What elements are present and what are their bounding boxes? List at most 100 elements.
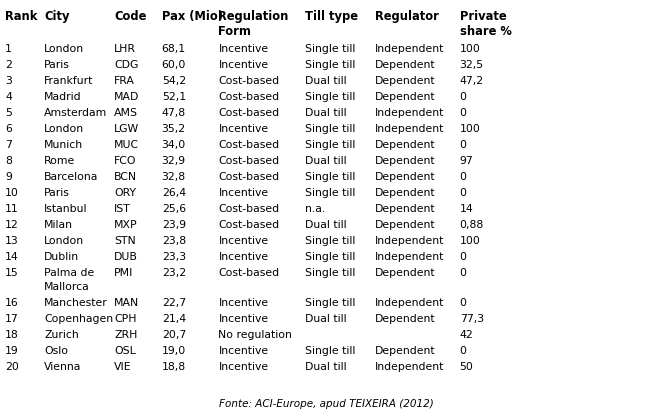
Text: 47,2: 47,2	[460, 76, 484, 86]
Text: CDG: CDG	[114, 59, 138, 70]
Text: Single till: Single till	[305, 44, 355, 54]
Text: 26,4: 26,4	[162, 188, 186, 198]
Text: Regulation
Form: Regulation Form	[218, 10, 289, 38]
Text: ORY: ORY	[114, 188, 136, 198]
Text: 77,3: 77,3	[460, 314, 484, 324]
Text: 17: 17	[5, 314, 19, 324]
Text: 2: 2	[5, 59, 12, 70]
Text: 0: 0	[460, 172, 467, 182]
Text: Cost-based: Cost-based	[218, 76, 280, 86]
Text: Rome: Rome	[44, 156, 76, 166]
Text: Dependent: Dependent	[375, 347, 436, 357]
Text: OSL: OSL	[114, 347, 136, 357]
Text: Incentive: Incentive	[218, 314, 269, 324]
Text: BCN: BCN	[114, 172, 137, 182]
Text: 97: 97	[460, 156, 473, 166]
Text: Dual till: Dual till	[305, 156, 347, 166]
Text: 3: 3	[5, 76, 12, 86]
Text: Dependent: Dependent	[375, 188, 436, 198]
Text: 0: 0	[460, 252, 467, 262]
Text: Dependent: Dependent	[375, 268, 436, 278]
Text: Independent: Independent	[375, 236, 444, 246]
Text: 0: 0	[460, 268, 467, 278]
Text: Incentive: Incentive	[218, 124, 269, 134]
Text: 19,0: 19,0	[162, 347, 186, 357]
Text: 68,1: 68,1	[162, 44, 186, 54]
Text: Cost-based: Cost-based	[218, 268, 280, 278]
Text: 23,8: 23,8	[162, 236, 186, 246]
Text: FCO: FCO	[114, 156, 137, 166]
Text: Single till: Single till	[305, 92, 355, 102]
Text: Single till: Single till	[305, 268, 355, 278]
Text: 0: 0	[460, 140, 467, 150]
Text: Cost-based: Cost-based	[218, 108, 280, 118]
Text: Single till: Single till	[305, 124, 355, 134]
Text: Independent: Independent	[375, 362, 444, 372]
Text: 20: 20	[5, 362, 19, 372]
Text: Paris: Paris	[44, 188, 70, 198]
Text: STN: STN	[114, 236, 136, 246]
Text: IST: IST	[114, 204, 131, 214]
Text: 20,7: 20,7	[162, 330, 186, 340]
Text: 0: 0	[460, 108, 467, 118]
Text: Single till: Single till	[305, 236, 355, 246]
Text: 100: 100	[460, 44, 481, 54]
Text: 6: 6	[5, 124, 12, 134]
Text: Independent: Independent	[375, 44, 444, 54]
Text: Dependent: Dependent	[375, 220, 436, 230]
Text: 34,0: 34,0	[162, 140, 186, 150]
Text: Cost-based: Cost-based	[218, 220, 280, 230]
Text: Dependent: Dependent	[375, 156, 436, 166]
Text: Dual till: Dual till	[305, 76, 347, 86]
Text: Dual till: Dual till	[305, 314, 347, 324]
Text: 32,9: 32,9	[162, 156, 186, 166]
Text: 11: 11	[5, 204, 19, 214]
Text: 18,8: 18,8	[162, 362, 186, 372]
Text: 18: 18	[5, 330, 19, 340]
Text: 16: 16	[5, 298, 19, 308]
Text: Single till: Single till	[305, 347, 355, 357]
Text: VIE: VIE	[114, 362, 132, 372]
Text: Dependent: Dependent	[375, 76, 436, 86]
Text: 14: 14	[460, 204, 473, 214]
Text: 19: 19	[5, 347, 19, 357]
Text: 9: 9	[5, 172, 12, 182]
Text: 0: 0	[460, 188, 467, 198]
Text: Dual till: Dual till	[305, 362, 347, 372]
Text: 13: 13	[5, 236, 19, 246]
Text: 47,8: 47,8	[162, 108, 186, 118]
Text: Madrid: Madrid	[44, 92, 82, 102]
Text: 21,4: 21,4	[162, 314, 186, 324]
Text: Independent: Independent	[375, 108, 444, 118]
Text: 23,3: 23,3	[162, 252, 186, 262]
Text: Amsterdam: Amsterdam	[44, 108, 108, 118]
Text: Dependent: Dependent	[375, 140, 436, 150]
Text: 14: 14	[5, 252, 19, 262]
Text: Dependent: Dependent	[375, 314, 436, 324]
Text: Paris: Paris	[44, 59, 70, 70]
Text: 10: 10	[5, 188, 19, 198]
Text: 5: 5	[5, 108, 12, 118]
Text: 52,1: 52,1	[162, 92, 186, 102]
Text: ZRH: ZRH	[114, 330, 138, 340]
Text: 23,2: 23,2	[162, 268, 186, 278]
Text: Incentive: Incentive	[218, 362, 269, 372]
Text: Incentive: Incentive	[218, 59, 269, 70]
Text: AMS: AMS	[114, 108, 138, 118]
Text: City: City	[44, 10, 70, 23]
Text: No regulation: No regulation	[218, 330, 292, 340]
Text: Independent: Independent	[375, 298, 444, 308]
Text: Munich: Munich	[44, 140, 83, 150]
Text: 35,2: 35,2	[162, 124, 186, 134]
Text: Oslo: Oslo	[44, 347, 68, 357]
Text: Cost-based: Cost-based	[218, 140, 280, 150]
Text: 0: 0	[460, 347, 467, 357]
Text: Single till: Single till	[305, 252, 355, 262]
Text: Single till: Single till	[305, 172, 355, 182]
Text: Milan: Milan	[44, 220, 73, 230]
Text: Dependent: Dependent	[375, 92, 436, 102]
Text: Dual till: Dual till	[305, 108, 347, 118]
Text: 15: 15	[5, 268, 19, 278]
Text: 23,9: 23,9	[162, 220, 186, 230]
Text: Regulator: Regulator	[375, 10, 439, 23]
